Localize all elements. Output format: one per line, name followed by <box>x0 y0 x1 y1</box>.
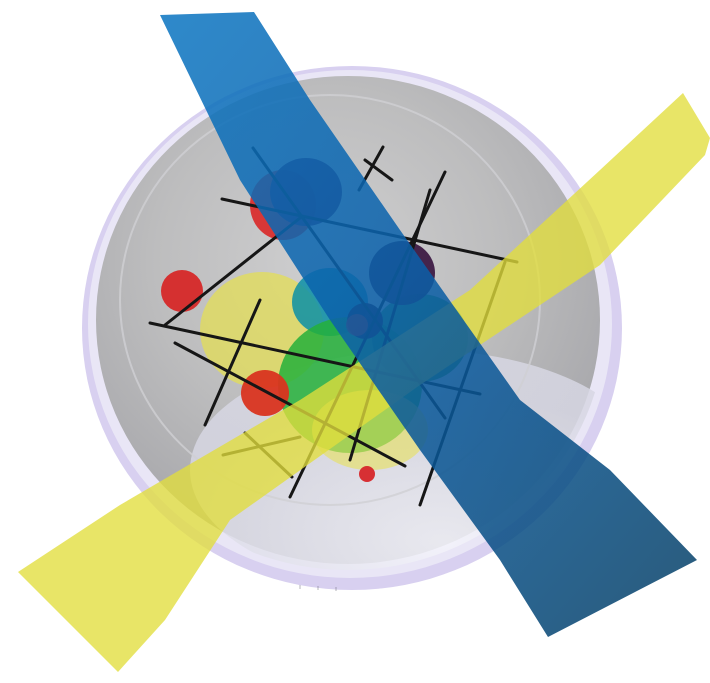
red-disc-lower-left <box>241 370 289 416</box>
line-11 <box>203 298 262 427</box>
blue-strip <box>160 12 697 637</box>
line-3 <box>173 341 407 468</box>
red-disc-tiny <box>359 466 375 482</box>
red-disc-left <box>161 270 203 312</box>
line-9 <box>363 158 394 182</box>
yellow-strip <box>18 93 710 672</box>
bowl-rim-marks <box>299 585 337 591</box>
